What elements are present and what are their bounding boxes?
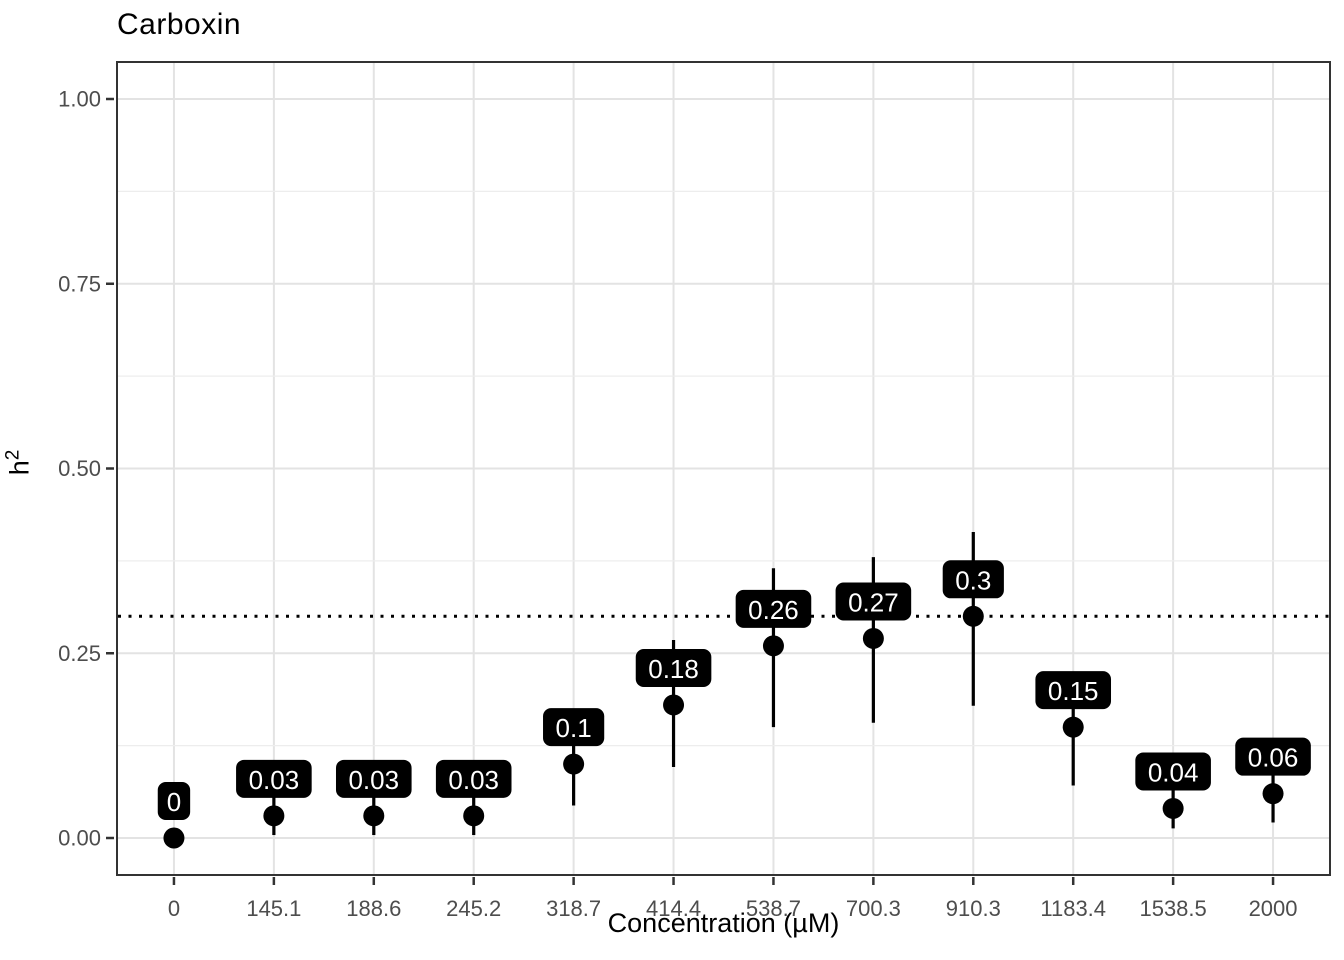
point-label-box: [1135, 752, 1211, 791]
point-label: 0.03: [448, 765, 499, 795]
data-point: [563, 753, 585, 775]
point-label: 0.15: [1048, 676, 1099, 706]
point-label: 0.1: [556, 713, 592, 743]
x-tick-label: 1538.5: [1139, 896, 1206, 921]
x-tick-label: 414.4: [646, 896, 701, 921]
point-label-box: [543, 708, 605, 747]
y-tick-label: 0.25: [58, 641, 101, 666]
data-point: [1162, 797, 1184, 819]
point-label-box: [942, 560, 1004, 599]
data-point: [862, 627, 884, 649]
data-point: [762, 635, 784, 657]
data-point: [663, 694, 685, 716]
point-label: 0: [167, 787, 181, 817]
data-point: [1262, 783, 1284, 805]
point-label-box: [236, 759, 312, 798]
point-label: 0.04: [1148, 757, 1199, 787]
x-axis-title: Concentration (µM): [607, 908, 840, 938]
point-label-box: [1035, 671, 1112, 710]
x-tick-label: 0: [168, 896, 180, 921]
point-label: 0.03: [249, 765, 300, 795]
x-tick-label: 318.7: [546, 896, 601, 921]
point-label: 0.06: [1248, 743, 1299, 773]
point-label: 0.3: [955, 565, 991, 595]
data-point: [263, 805, 285, 827]
x-tick-label: 2000: [1249, 896, 1298, 921]
point-label-box: [635, 648, 712, 687]
x-tick-label: 910.3: [946, 896, 1001, 921]
point-label-box: [735, 589, 812, 628]
y-tick-label: 0.50: [58, 456, 101, 481]
data-point: [363, 805, 385, 827]
x-tick-label: 1183.4: [1040, 896, 1106, 921]
y-tick-label: 1.00: [58, 87, 101, 112]
point-label-box: [157, 782, 191, 820]
x-tick-label: 700.3: [846, 896, 901, 921]
point-label-box: [335, 759, 412, 798]
point-label: 0.27: [848, 587, 899, 617]
y-tick-label: 0.00: [58, 826, 101, 851]
x-tick-label: 245.2: [446, 896, 501, 921]
y-tick-label: 0.75: [58, 271, 101, 296]
x-tick-label: 188.6: [346, 896, 401, 921]
data-point: [463, 805, 485, 827]
chart-title: Carboxin: [117, 8, 242, 41]
x-tick-label: 538.7: [746, 896, 801, 921]
data-point: [1062, 716, 1084, 738]
point-label: 0.26: [748, 595, 799, 625]
data-point: [163, 827, 185, 849]
point-label-box: [1235, 737, 1311, 776]
point-label-box: [835, 582, 912, 621]
point-label: 0.03: [348, 765, 399, 795]
point-label-box: [435, 759, 512, 798]
x-tick-label: 145.1: [246, 896, 301, 921]
point-label: 0.18: [648, 654, 699, 684]
panel-border: [116, 61, 1331, 876]
data-point: [962, 605, 984, 627]
